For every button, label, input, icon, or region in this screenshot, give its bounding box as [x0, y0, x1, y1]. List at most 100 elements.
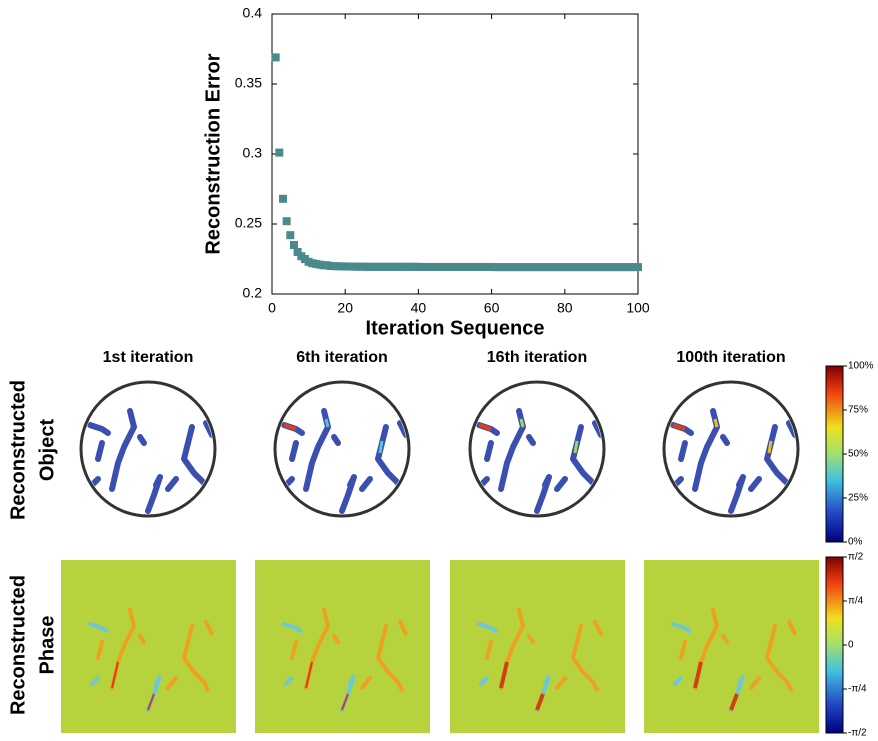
- column-title: 100th iteration: [676, 349, 785, 366]
- phase-feature: [479, 676, 489, 686]
- phase-feature: [749, 676, 761, 690]
- object-feature: [331, 434, 341, 446]
- phase-feature: [111, 661, 155, 711]
- x-tick-label: 80: [557, 300, 573, 316]
- object-image: [273, 380, 411, 518]
- object-hotspot: [324, 418, 384, 454]
- object-feature: [359, 476, 373, 492]
- phase-feature: [166, 676, 178, 690]
- phase-features: [671, 608, 797, 712]
- colorbar-tick-label: π/4: [848, 596, 864, 607]
- colorbar-tick-label: 0%: [848, 537, 863, 548]
- colorbar-tick-label: 75%: [848, 405, 868, 416]
- phase-feature: [375, 624, 404, 692]
- colorbar-tick-label: 0: [848, 640, 854, 651]
- phase-features: [282, 608, 408, 712]
- object-hotspot: [478, 423, 492, 431]
- plot-frame: [271, 13, 639, 295]
- object-feature: [534, 474, 552, 514]
- data-point: [286, 231, 295, 240]
- object-feature: [339, 474, 357, 514]
- column-title: 1st iteration: [103, 349, 194, 366]
- phase-feature: [305, 661, 349, 711]
- object-feature: [526, 434, 536, 446]
- object-feature: [145, 474, 163, 514]
- object-image: [662, 380, 800, 518]
- x-tick-label: 60: [484, 300, 500, 316]
- x-axis-label: Iteration Sequence: [366, 317, 545, 339]
- y-tick-label: 0.25: [235, 215, 262, 231]
- colorbar: [825, 556, 844, 734]
- object-feature: [678, 440, 688, 462]
- row-label: Object: [36, 419, 58, 482]
- object-hotspot: [713, 418, 773, 454]
- object-feature: [728, 474, 746, 514]
- x-tick-label: 40: [411, 300, 427, 316]
- data-point: [282, 217, 291, 226]
- phase-feature: [499, 661, 545, 711]
- colorbar-tick-label: -π/2: [848, 728, 867, 739]
- object-feature: [109, 408, 137, 492]
- object-feature: [95, 440, 105, 462]
- phase-feature: [332, 634, 340, 644]
- object-feature: [397, 420, 407, 438]
- phase-features: [477, 608, 603, 712]
- x-tick-label: 100: [626, 300, 650, 316]
- phase-feature: [90, 676, 100, 686]
- phase-feature: [671, 622, 693, 634]
- object-feature: [203, 420, 213, 438]
- phase-feature: [282, 622, 304, 634]
- data-point: [293, 248, 302, 256]
- phase-feature: [96, 640, 104, 660]
- object-feature: [786, 420, 796, 438]
- data-point: [271, 53, 280, 62]
- column-title: 16th iteration: [487, 349, 587, 366]
- row-label: Reconstructed: [7, 380, 29, 520]
- phase-image: [644, 560, 819, 733]
- phase-features: [88, 608, 214, 712]
- phase-feature: [527, 634, 535, 644]
- x-tick-label: 0: [268, 300, 276, 316]
- phase-feature: [570, 624, 599, 692]
- object-feature: [720, 434, 730, 446]
- object-feature: [137, 434, 147, 446]
- colorbar: [825, 365, 844, 543]
- column-title: 6th iteration: [296, 349, 388, 366]
- object-hotspot: [519, 418, 579, 454]
- object-feature: [484, 440, 494, 462]
- colorbar-tick-label: -π/4: [848, 684, 867, 695]
- colorbar-tick-label: π/2: [848, 552, 864, 563]
- data-point: [275, 148, 284, 157]
- object-hotspot: [283, 423, 297, 431]
- y-tick-label: 0.4: [243, 5, 263, 21]
- phase-feature: [555, 676, 567, 690]
- phase-feature: [290, 640, 298, 660]
- data-point: [278, 194, 287, 203]
- phase-feature: [693, 661, 739, 711]
- phase-feature: [88, 622, 110, 634]
- phase-image: [61, 560, 236, 733]
- phase-feature: [485, 640, 493, 660]
- phase-feature: [721, 634, 729, 644]
- row-label: Phase: [36, 616, 58, 675]
- object-image: [468, 380, 606, 518]
- y-axis-label: Reconstruction Error: [202, 53, 224, 254]
- object-feature: [87, 422, 111, 436]
- phase-feature: [679, 640, 687, 660]
- data-point: [634, 263, 642, 272]
- phase-feature: [181, 624, 210, 692]
- phase-feature: [764, 624, 793, 692]
- colorbar-tick-label: 100%: [848, 361, 874, 372]
- y-tick-label: 0.35: [235, 75, 262, 91]
- phase-feature: [593, 620, 603, 636]
- object-feature: [165, 476, 179, 492]
- phase-feature: [673, 676, 683, 686]
- phase-feature: [477, 622, 499, 634]
- y-tick-label: 0.2: [243, 285, 263, 301]
- y-tick-label: 0.3: [243, 145, 263, 161]
- phase-feature: [360, 676, 372, 690]
- phase-feature: [138, 634, 146, 644]
- colorbar-tick-label: 50%: [848, 449, 868, 460]
- object-feature: [592, 420, 602, 438]
